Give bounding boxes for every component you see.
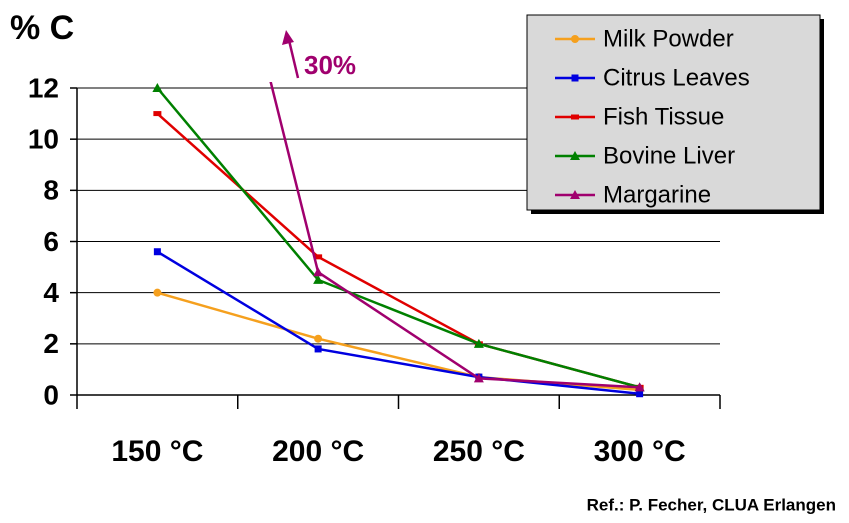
legend-label: Milk Powder [603,25,734,52]
y-tick-label: 10 [28,124,59,155]
series-line [156,250,640,395]
legend-box [526,14,821,211]
marker [571,74,579,82]
annotation: 30% [304,50,356,80]
legend-label: Fish Tissue [603,103,724,130]
marker [571,114,579,120]
legend-label: Bovine Liver [603,142,735,169]
marker [473,338,484,348]
y-tick-label: 6 [43,226,59,257]
x-tick-label: 150 °C [111,435,203,468]
marker [571,35,579,43]
series-line [156,87,640,389]
chart-title: % C [10,9,74,47]
marker [634,382,645,392]
marker [570,151,580,160]
marker [153,248,161,256]
x-tick-label: 300 °C [594,435,686,468]
x-tick-label: 250 °C [433,435,525,468]
series-line [269,82,640,389]
marker [473,373,484,383]
marker [636,390,644,398]
y-tick-label: 8 [43,175,59,206]
marker [314,334,323,343]
marker [314,345,322,353]
marker [314,254,323,260]
legend-label: Citrus Leaves [603,64,750,91]
marker [153,288,162,297]
legend-label: Margarine [603,181,711,208]
footnote: Ref.: P. Fecher, CLUA Erlangen [587,495,836,514]
y-tick-label: 12 [28,72,59,103]
legend: Milk Powder Citrus Leaves Fish Tissue Bovin… [526,14,824,214]
marker [153,111,162,117]
arrow-head [282,30,294,45]
y-tick-label: 2 [43,328,59,359]
series-group [152,82,645,398]
marker [152,83,163,92]
marker [313,274,324,284]
series-line [157,291,640,392]
marker [570,190,580,199]
y-tick-label: 4 [43,277,59,308]
x-tick-label: 200 °C [272,435,364,468]
y-tick-label: 0 [43,379,59,410]
marker [313,267,324,277]
